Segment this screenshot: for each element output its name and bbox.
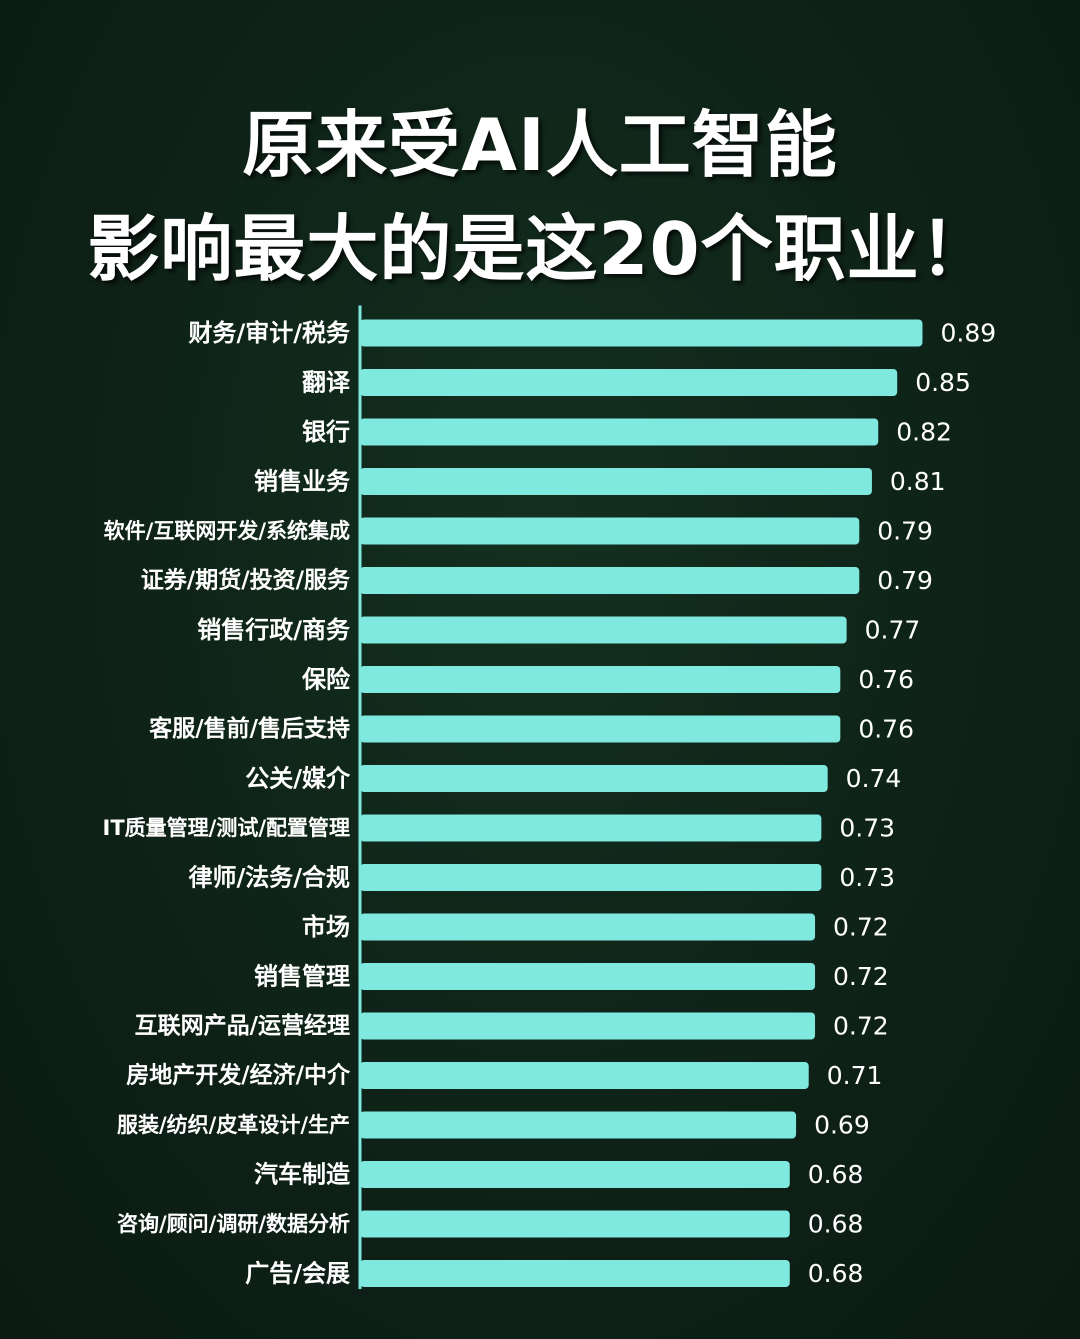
value-label: 0.72 (833, 1012, 889, 1041)
value-label: 0.68 (808, 1259, 864, 1288)
bar (360, 864, 822, 891)
value-label: 0.69 (814, 1111, 870, 1140)
page-title-line-2: 影响最大的是这20个职业！ (87, 207, 993, 291)
bar (360, 517, 860, 545)
category-label: 客服/售前/售后支持 (149, 715, 350, 742)
category-label: 销售行政/商务 (197, 616, 351, 644)
value-label: 0.72 (833, 913, 889, 942)
value-label: 0.79 (877, 517, 933, 546)
category-label: 银行 (302, 418, 350, 446)
value-label: 0.76 (858, 715, 914, 744)
value-label: 0.73 (839, 863, 895, 892)
bar (360, 963, 816, 990)
bar (360, 1210, 790, 1238)
category-label: 销售管理 (254, 963, 350, 991)
category-label: IT质量管理/测试/配置管理 (103, 816, 350, 840)
value-label: 0.77 (865, 616, 921, 645)
value-label: 0.89 (940, 319, 996, 348)
value-label: 0.76 (858, 665, 914, 694)
bar (360, 468, 872, 495)
value-label: 0.79 (877, 566, 933, 595)
bar (360, 1161, 790, 1188)
value-label: 0.85 (915, 368, 971, 397)
bar (360, 913, 816, 941)
bar (360, 616, 847, 644)
page-title-line-1: 原来受AI人工智能 (242, 103, 838, 187)
bar (360, 814, 822, 842)
category-label: 市场 (302, 913, 350, 941)
category-label: 财务/审计/税务 (188, 319, 351, 347)
category-label: 咨询/顾问/调研/数据分析 (117, 1212, 350, 1236)
category-label: 公关/媒介 (245, 765, 351, 793)
value-label: 0.68 (808, 1210, 864, 1239)
category-label: 律师/法务/合规 (188, 864, 350, 892)
bar (360, 369, 898, 396)
category-label: 保险 (301, 666, 351, 694)
bar (360, 666, 841, 693)
value-label: 0.81 (890, 467, 946, 496)
category-label: 证券/期货/投资/服务 (141, 567, 351, 594)
bar (360, 418, 879, 446)
value-label: 0.74 (846, 764, 902, 793)
value-label: 0.71 (827, 1061, 883, 1090)
value-label: 0.68 (808, 1160, 864, 1189)
bar (360, 715, 841, 743)
value-label: 0.72 (833, 962, 889, 991)
bar (360, 567, 860, 594)
bar (360, 319, 923, 347)
bar (360, 1111, 797, 1139)
category-label: 广告/会展 (245, 1260, 350, 1288)
category-label: 软件/互联网开发/系统集成 (104, 519, 350, 543)
category-label: 销售业务 (254, 468, 351, 496)
value-label: 0.73 (839, 814, 895, 843)
value-label: 0.82 (896, 418, 952, 447)
bar (360, 1260, 790, 1287)
category-label: 互联网产品/运营经理 (135, 1012, 350, 1039)
category-label: 服装/纺织/皮革设计/生产 (117, 1113, 350, 1137)
category-label: 汽车制造 (254, 1161, 350, 1189)
bar (360, 765, 828, 792)
category-label: 房地产开发/经济/中介 (126, 1062, 351, 1089)
bar (360, 1062, 809, 1089)
bar (360, 1012, 816, 1040)
category-label: 翻译 (302, 369, 351, 397)
